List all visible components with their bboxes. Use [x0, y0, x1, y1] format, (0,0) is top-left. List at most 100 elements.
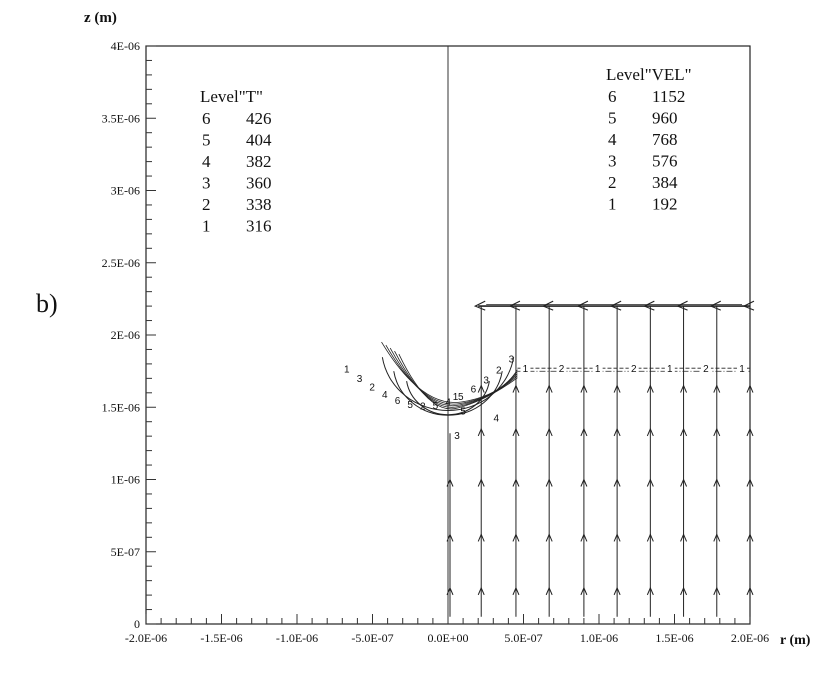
x-tick-label: 0.0E+00 — [427, 631, 468, 645]
flat-contour-label: 1 — [523, 364, 529, 375]
legend-value: 768 — [652, 130, 678, 149]
x-tick-labels: -2.0E-06 -1.5E-06 -1.0E-06 -5.0E-07 0.0E+00 5… — [125, 631, 769, 645]
x-tick-label: -2.0E-06 — [125, 631, 167, 645]
streamline-arrow — [746, 427, 754, 437]
streamline-arrow — [477, 384, 485, 393]
minor-ticks — [145, 45, 751, 625]
y-tick-label: 3E-06 — [111, 184, 140, 198]
streamline-arrow — [477, 586, 485, 596]
x-tick-label: 1.0E-06 — [580, 631, 618, 645]
droplet-radial-label: 1 — [453, 392, 459, 403]
x-tick-label: 2.0E-06 — [731, 631, 769, 645]
legend-level: 3 — [202, 174, 211, 193]
y-tick-labels: 0 5E-07 1E-06 1.5E-06 2E-06 2.5E-06 3E-06 3.5E-… — [102, 39, 140, 631]
streamline-arrow — [613, 384, 621, 393]
streamline-arrow — [613, 427, 621, 437]
droplet-surface-contour — [398, 353, 518, 410]
legend-level: 2 — [608, 173, 617, 192]
streamline-arrow — [580, 533, 588, 542]
droplet-contour — [381, 357, 515, 411]
legend-level: 4 — [608, 130, 617, 149]
flat-contour-label-bg — [737, 362, 747, 374]
y-tick-label: 0 — [134, 617, 140, 631]
y-tick-label: 5E-07 — [111, 545, 140, 559]
x-tick-label: -1.0E-06 — [276, 631, 318, 645]
legend-value: 576 — [652, 152, 678, 171]
droplet-inline-label: 2 — [496, 365, 502, 376]
legend-value: 338 — [246, 195, 272, 214]
streamline-arrow — [680, 586, 688, 596]
droplet-radial-label: 5 — [460, 406, 466, 417]
top-flow-arrow — [541, 300, 554, 311]
top-flow-arrow — [709, 300, 722, 311]
legend-level: 3 — [608, 152, 617, 171]
streamline-arrow — [477, 533, 485, 542]
streamline-arrow — [646, 533, 654, 542]
legend-level: 5 — [608, 109, 617, 128]
legend-value: 382 — [246, 152, 272, 171]
x-axis-title: r (m) — [780, 633, 811, 648]
streamline-arrow — [713, 427, 721, 437]
streamline-arrow — [477, 427, 485, 437]
flat-contour-label: 1 — [595, 364, 601, 375]
streamline-arrow — [746, 586, 754, 596]
streamline-arrow — [680, 384, 688, 393]
droplet-surface-contour — [394, 350, 518, 408]
legend-value: 360 — [246, 174, 272, 193]
streamline-arrow — [713, 533, 721, 542]
legend-title: Level"VEL" — [606, 65, 692, 84]
streamline-arrow — [580, 478, 588, 487]
legend-value: 960 — [652, 109, 678, 128]
droplet-inline-label: 5 — [458, 392, 464, 403]
x-tick-label: -1.5E-06 — [200, 631, 242, 645]
streamline-arrow — [713, 384, 721, 393]
legend-level: 4 — [202, 152, 211, 171]
streamline-arrow — [746, 384, 754, 393]
legend-level: 1 — [608, 195, 617, 214]
streamline-arrow — [580, 384, 588, 393]
droplet-inline-label: 6 — [395, 396, 401, 407]
streamline-arrow — [545, 533, 553, 542]
droplet-inline-label: 4 — [445, 398, 451, 409]
legend-value: 384 — [652, 173, 678, 192]
streamline-arrow — [680, 533, 688, 542]
legend-level: 6 — [202, 109, 211, 128]
droplet-inline-label: 2 — [420, 402, 426, 413]
y-axis-title: z (m) — [84, 10, 117, 26]
streamline-arrow — [545, 586, 553, 596]
legend-value: 404 — [246, 131, 272, 150]
legend-value: 316 — [246, 217, 272, 236]
streamline-arrow — [646, 384, 654, 393]
streamline-arrow — [746, 478, 754, 487]
droplet-inline-label: 3 — [509, 355, 515, 366]
streamline-arrow — [512, 478, 520, 487]
top-flow-arrow — [676, 300, 688, 311]
flat-contour-label: 2 — [631, 364, 637, 375]
top-flow-arrow — [576, 300, 589, 311]
droplet-inline-label: 2 — [369, 383, 375, 394]
legend-value: 426 — [246, 109, 272, 128]
streamline-arrow — [613, 478, 621, 487]
droplet-contour — [406, 381, 490, 416]
streamline-arrow — [477, 478, 485, 487]
flat-contour-label-bg — [628, 362, 639, 374]
streamline-arrow — [446, 533, 454, 542]
legend-title: Level"T" — [200, 87, 263, 106]
legend-value: 192 — [652, 195, 678, 214]
x-tick-label: 5.0E-07 — [504, 631, 542, 645]
streamline-arrow — [512, 586, 520, 596]
streamline-arrow — [512, 384, 520, 393]
droplet-radial-label: 4 — [494, 414, 500, 425]
flat-contour-label: 2 — [703, 364, 709, 375]
streamline-arrow — [680, 427, 688, 437]
streamline-arrow — [545, 478, 553, 487]
flat-contour-label: 2 — [559, 364, 565, 375]
top-flow-arrow — [609, 300, 622, 311]
y-tick-label: 3.5E-06 — [102, 111, 140, 125]
droplet-inline-label: 3 — [357, 374, 363, 385]
streamline-arrow — [512, 533, 520, 542]
legend-level: 2 — [202, 195, 211, 214]
droplet-inline-label: 3 — [483, 376, 489, 387]
